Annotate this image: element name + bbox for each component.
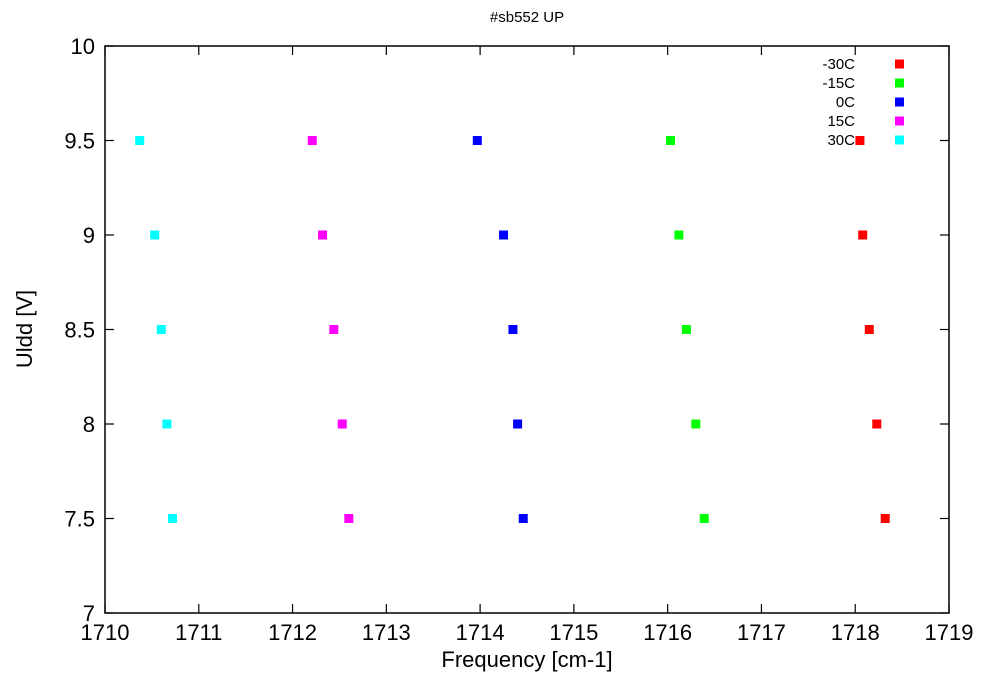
- data-point-series-1: [674, 230, 684, 240]
- x-tick-label: 1718: [831, 620, 880, 645]
- data-point-series-4: [135, 136, 145, 145]
- x-tick-label: 1714: [456, 620, 505, 645]
- x-tick-label: 1716: [643, 620, 692, 645]
- data-point-series-0: [864, 325, 874, 334]
- data-point-series-3: [318, 230, 328, 240]
- legend-label: 15C: [827, 113, 855, 130]
- data-point-series-4: [168, 514, 178, 523]
- y-tick-label: 8: [83, 412, 95, 437]
- chart-title: #sb552 UP: [490, 9, 564, 26]
- data-point-series-1: [681, 325, 691, 334]
- data-point-series-3: [344, 514, 354, 523]
- data-point-series-4: [150, 230, 160, 240]
- legend-swatch: [895, 78, 904, 88]
- legend-label: 30C: [827, 132, 855, 149]
- legend: -30C -15C 0C 15C 30C: [822, 56, 904, 149]
- legend-swatch: [895, 59, 904, 69]
- data-point-series-2: [472, 136, 482, 145]
- y-tick-label: 7.5: [64, 507, 95, 532]
- x-tick-label: 1717: [737, 620, 786, 645]
- data-point-series-3: [337, 419, 347, 429]
- y-axis: 7 7.5 8 8.5 9 9.5 10: [64, 34, 949, 626]
- data-point-series-2: [518, 514, 528, 523]
- data-point-series-1: [665, 136, 675, 145]
- legend-swatch: [895, 97, 904, 107]
- data-point-series-0: [872, 419, 882, 429]
- x-tick-label: 1710: [81, 620, 130, 645]
- legend-label: 0C: [836, 94, 855, 111]
- legend-swatch: [895, 135, 904, 145]
- x-tick-label: 1712: [268, 620, 317, 645]
- x-axis-title: Frequency [cm-1]: [441, 647, 612, 672]
- data-point-series-0: [880, 514, 890, 523]
- y-tick-label: 8.5: [64, 318, 95, 343]
- x-axis: 1710 1711 1712 1713 1714 1715 1716 1717 1718 1719: [81, 46, 974, 645]
- data-point-series-0: [858, 230, 868, 240]
- plot-frame: [104, 45, 950, 614]
- data-points: [135, 136, 890, 523]
- x-tick-label: 1713: [362, 620, 411, 645]
- data-point-series-4: [162, 419, 172, 429]
- x-tick-label: 1719: [925, 620, 974, 645]
- data-point-series-2: [513, 419, 523, 429]
- data-point-series-4: [156, 325, 166, 334]
- legend-label: -30C: [822, 56, 855, 73]
- data-point-series-3: [307, 136, 317, 145]
- y-tick-label: 7: [83, 601, 95, 626]
- y-axis-title: Uldd [V]: [12, 290, 37, 368]
- data-point-series-1: [691, 419, 701, 429]
- data-point-series-2: [508, 325, 518, 334]
- y-tick-label: 10: [71, 34, 95, 59]
- data-point-series-0: [855, 136, 865, 145]
- y-tick-label: 9.5: [64, 129, 95, 154]
- legend-label: -15C: [822, 75, 855, 92]
- data-point-series-3: [329, 325, 339, 334]
- legend-swatch: [895, 116, 904, 126]
- data-point-series-2: [499, 230, 509, 240]
- x-tick-label: 1715: [549, 620, 598, 645]
- y-tick-label: 9: [83, 223, 95, 248]
- x-tick-label: 1711: [175, 620, 222, 645]
- data-point-series-1: [699, 514, 709, 523]
